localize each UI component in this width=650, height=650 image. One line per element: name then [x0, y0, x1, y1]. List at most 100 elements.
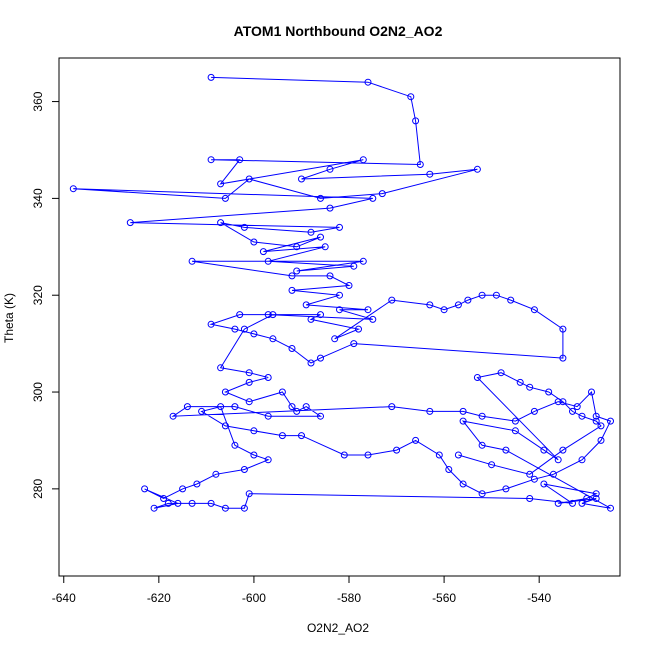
- series-line: [73, 76, 612, 509]
- data-point: [207, 73, 215, 81]
- y-tick-label: 340: [31, 188, 45, 208]
- data-point: [540, 480, 548, 488]
- data-point: [236, 156, 244, 164]
- data-point: [221, 388, 229, 396]
- data-point: [445, 466, 453, 473]
- data-point: [578, 456, 586, 464]
- data-point: [179, 485, 187, 493]
- chart-title: ATOM1 Northbound O2N2_AO2: [234, 23, 443, 39]
- data-point: [307, 228, 315, 236]
- data-point: [588, 388, 595, 396]
- data-point: [207, 156, 215, 164]
- data-point: [212, 470, 220, 478]
- y-axis-label: Theta (K): [2, 293, 16, 343]
- data-point: [459, 480, 467, 488]
- data-point: [240, 325, 248, 333]
- data-point: [336, 291, 343, 299]
- data-point: [231, 325, 239, 333]
- data-point: [221, 504, 229, 512]
- data-point: [359, 257, 367, 265]
- data-point: [240, 504, 248, 512]
- data-point: [473, 374, 481, 381]
- data-point: [526, 495, 534, 502]
- data-point: [169, 412, 177, 420]
- data-point: [426, 407, 434, 415]
- data-point: [245, 490, 253, 498]
- data-point: [350, 262, 358, 270]
- series-line-0: [73, 76, 612, 509]
- data-point: [264, 257, 272, 265]
- data-point: [355, 325, 362, 333]
- data-point: [526, 383, 534, 391]
- data-point: [269, 311, 277, 319]
- x-axis: -640 -620 -600 -580 -560 -540: [52, 575, 552, 605]
- data-point: [250, 451, 258, 459]
- data-point: [174, 499, 182, 507]
- data-point: [269, 335, 277, 343]
- data-point: [207, 499, 215, 507]
- data-point: [592, 412, 600, 420]
- data-point: [317, 311, 324, 319]
- data-point: [592, 495, 600, 502]
- data-point: [388, 296, 396, 304]
- data-point: [459, 407, 467, 415]
- data-point: [326, 204, 334, 212]
- data-point: [293, 243, 301, 251]
- data-point: [307, 359, 315, 367]
- data-point: [478, 441, 486, 449]
- data-point: [188, 257, 196, 265]
- data-point: [530, 306, 538, 314]
- data-point: [412, 436, 420, 444]
- data-point: [597, 436, 605, 444]
- data-point: [511, 417, 519, 425]
- data-point: [160, 495, 168, 502]
- data-point: [412, 117, 420, 125]
- data-point: [336, 223, 343, 231]
- x-tick-label: -620: [147, 591, 171, 605]
- data-point: [221, 194, 229, 202]
- data-point: [193, 480, 201, 488]
- data-point: [578, 412, 586, 420]
- data-point: [336, 306, 343, 314]
- data-point: [502, 485, 510, 493]
- data-point: [264, 374, 272, 381]
- data-point: [378, 190, 386, 198]
- x-tick-label: -560: [432, 591, 456, 605]
- data-point: [507, 296, 515, 304]
- data-point: [126, 219, 134, 227]
- data-point: [317, 412, 324, 420]
- data-point: [473, 165, 481, 173]
- data-point: [302, 403, 310, 411]
- data-point: [492, 291, 500, 299]
- data-point: [250, 427, 258, 435]
- data-point: [250, 238, 258, 246]
- data-point: [240, 223, 248, 231]
- data-point: [440, 306, 448, 314]
- data-point: [459, 417, 467, 425]
- data-point: [245, 369, 253, 377]
- data-point: [364, 306, 372, 314]
- data-point: [554, 499, 562, 507]
- data-point: [502, 446, 510, 454]
- data-point: [559, 398, 567, 406]
- data-point: [188, 499, 196, 507]
- data-point: [350, 340, 358, 348]
- data-point: [478, 412, 486, 420]
- data-point: [569, 407, 576, 415]
- x-tick-label: -640: [52, 591, 76, 605]
- data-point: [526, 470, 534, 478]
- data-point: [141, 485, 149, 493]
- data-point: [231, 441, 239, 449]
- data-point: [488, 461, 496, 469]
- data-point: [369, 315, 377, 323]
- y-tick-label: 300: [31, 382, 45, 402]
- data-point: [607, 417, 614, 425]
- data-point: [540, 446, 548, 454]
- data-point: [364, 78, 372, 86]
- data-point: [302, 301, 310, 309]
- data-point: [298, 175, 305, 183]
- data-point: [549, 470, 557, 478]
- x-axis-label: O2N2_AO2: [307, 621, 369, 635]
- data-point: [231, 403, 239, 411]
- data-point: [69, 185, 77, 193]
